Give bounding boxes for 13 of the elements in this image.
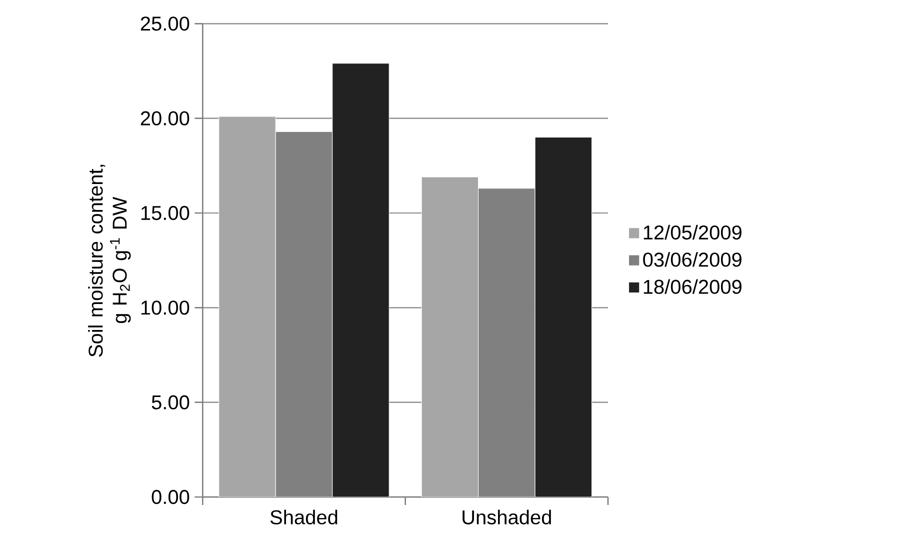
y-tick-label: 0.00 — [152, 490, 190, 504]
y-tick-label: 25.00 — [140, 16, 190, 31]
y-tick-label: 10.00 — [141, 300, 190, 315]
bar — [218, 116, 276, 497]
x-tick-label: Unshaded — [462, 510, 551, 524]
legend-label: 12/05/2009 — [644, 224, 742, 240]
legend-label: 18/06/2009 — [644, 279, 742, 294]
x-tick-label: Shaded — [270, 510, 338, 524]
legend-label: 03/06/2009 — [643, 252, 742, 267]
y-tick-label: 5.00 — [152, 395, 190, 410]
bar — [421, 176, 479, 497]
y-tick-label: 20.00 — [140, 111, 190, 126]
y-tick-label: 15.00 — [141, 206, 190, 220]
